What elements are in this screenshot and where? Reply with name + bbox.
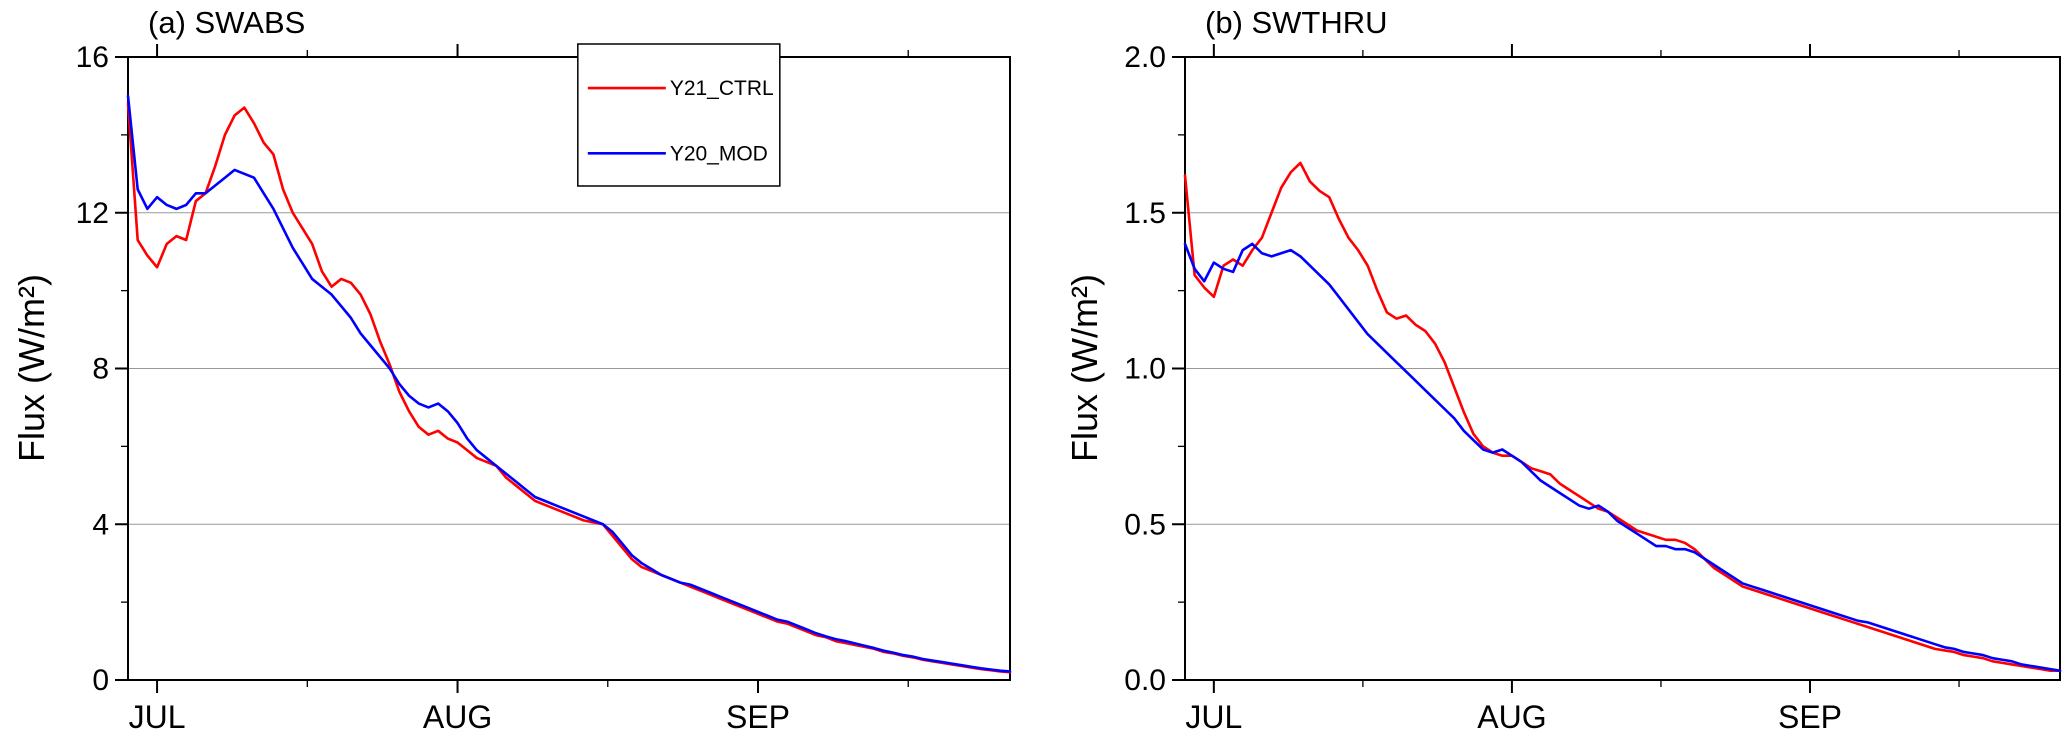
panel-swthru: (b) SWTHRU Flux (W/m²) 0.0 0.5 1.0 1.5 2.0 JU… (1033, 0, 2067, 756)
series-line-Y21_CTRL (1183, 161, 2062, 672)
y-tick-label: 12 (76, 197, 109, 230)
y-tick-label: 0.0 (1124, 664, 1166, 697)
y-tick-label: 16 (76, 41, 109, 74)
series-line-Y20_MOD (1183, 242, 2062, 672)
swthru-chart: 0.0 0.5 1.0 1.5 2.0 JUL AUG SEP (1124, 41, 2062, 735)
y-axis-label-swabs: Flux (W/m²) (11, 274, 52, 462)
y-tick-label: 0.5 (1124, 508, 1166, 541)
x-tick-label: SEP (1778, 699, 1842, 735)
legend-entry-label: Y20_MOD (670, 142, 768, 165)
panel-title-swabs: (a) SWABS (148, 5, 306, 40)
x-tick-label: AUG (423, 699, 492, 735)
x-tick-label: JUL (1185, 699, 1242, 735)
y-tick-label: 1.5 (1124, 197, 1166, 230)
y-tick-label: 8 (92, 353, 109, 386)
legend-entry-label: Y21_CTRL (670, 77, 774, 100)
legend: Y21_CTRL Y20_MOD (577, 43, 781, 187)
series-line-Y20_MOD (126, 94, 1012, 673)
panel-swabs: (a) SWABS Flux (W/m²) 0 4 8 12 16 JUL AUG SEP Y2… (0, 0, 1033, 756)
y-axis-label-swthru: Flux (W/m²) (1064, 274, 1105, 462)
x-tick-label: SEP (726, 699, 790, 735)
swabs-chart: 0 4 8 12 16 JUL AUG SEP Y21_CTRL Y20_MOD (76, 41, 1012, 735)
legend-box (577, 43, 781, 187)
panel-title-swthru: (b) SWTHRU (1205, 5, 1388, 40)
y-tick-label: 4 (92, 508, 109, 541)
y-tick-label: 2.0 (1124, 41, 1166, 74)
x-tick-label: AUG (1477, 699, 1546, 735)
y-tick-label: 0 (92, 664, 109, 697)
y-tick-label: 1.0 (1124, 353, 1166, 386)
x-tick-label: JUL (129, 699, 186, 735)
